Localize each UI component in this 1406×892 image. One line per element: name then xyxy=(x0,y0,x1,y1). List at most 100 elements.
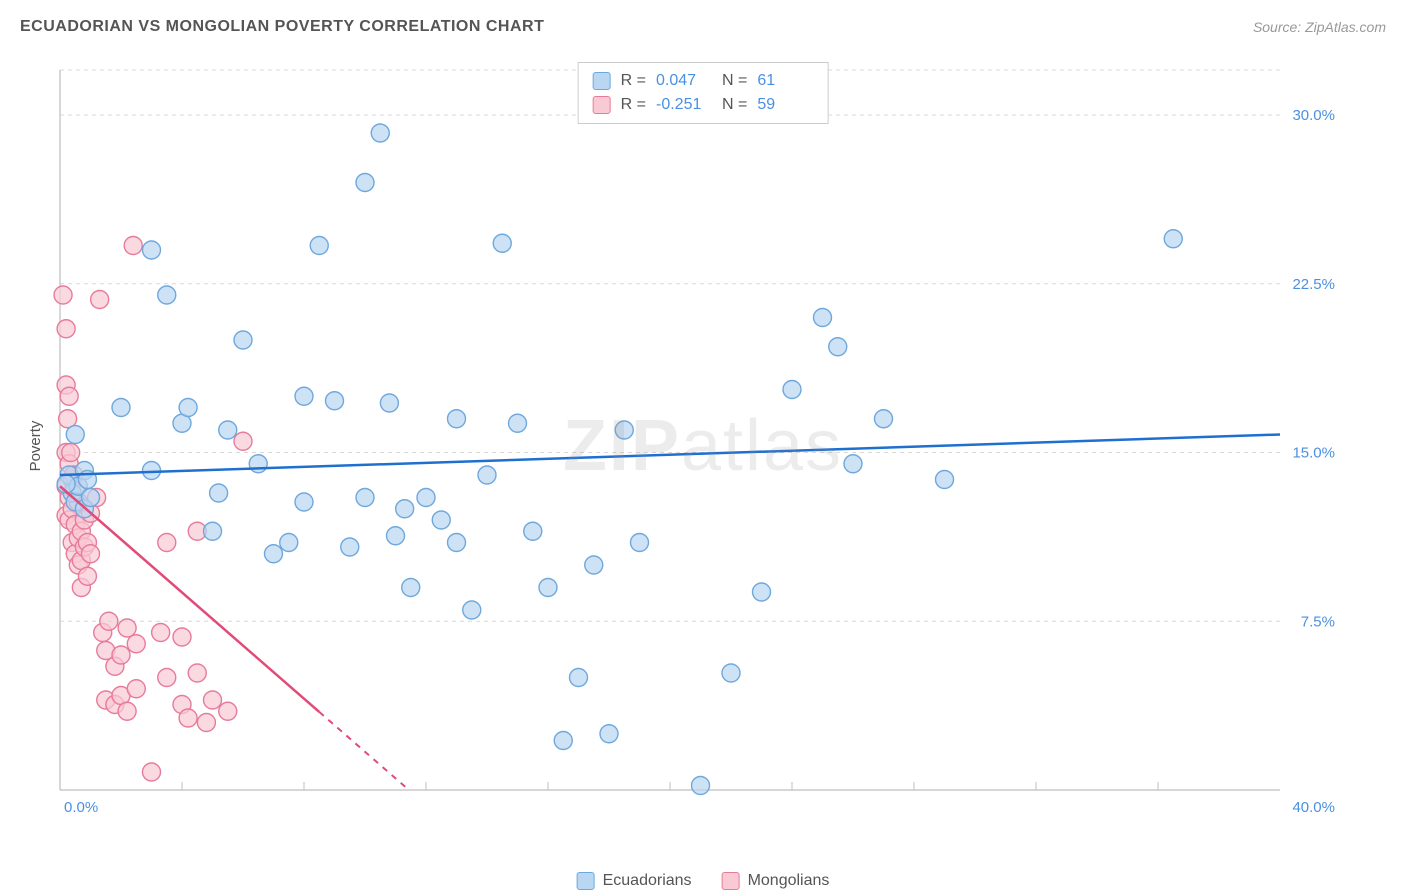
data-point xyxy=(402,579,420,597)
data-point xyxy=(197,714,215,732)
y-tick-label: 30.0% xyxy=(1292,107,1335,124)
data-point xyxy=(82,489,100,507)
x-tick-label: 40.0% xyxy=(1292,799,1335,816)
data-point xyxy=(478,466,496,484)
data-point xyxy=(158,286,176,304)
data-point xyxy=(62,444,80,462)
data-point xyxy=(380,394,398,412)
header: ECUADORIAN VS MONGOLIAN POVERTY CORRELAT… xyxy=(20,18,1386,36)
chart-title: ECUADORIAN VS MONGOLIAN POVERTY CORRELAT… xyxy=(20,18,544,36)
data-point xyxy=(396,500,414,518)
data-point xyxy=(118,619,136,637)
data-point xyxy=(188,664,206,682)
data-point xyxy=(631,534,649,552)
data-point xyxy=(356,489,374,507)
data-point xyxy=(814,309,832,327)
data-point xyxy=(448,534,466,552)
y-tick-label: 15.0% xyxy=(1292,445,1335,462)
data-point xyxy=(57,320,75,338)
data-point xyxy=(60,387,78,405)
data-point xyxy=(326,392,344,410)
data-point xyxy=(219,421,237,439)
data-point xyxy=(158,534,176,552)
stats-row: R = -0.251 N = 59 xyxy=(593,93,814,117)
legend-item: Ecuadorians xyxy=(577,872,692,890)
data-point xyxy=(570,669,588,687)
scatter-plot: 7.5%15.0%22.5%30.0%0.0%40.0% xyxy=(50,60,1350,830)
data-point xyxy=(210,484,228,502)
y-tick-label: 22.5% xyxy=(1292,276,1335,293)
r-label: R = xyxy=(621,69,646,93)
data-point xyxy=(341,538,359,556)
n-label: N = xyxy=(722,69,747,93)
data-point xyxy=(615,421,633,439)
legend-item: Mongolians xyxy=(722,872,830,890)
data-point xyxy=(844,455,862,473)
data-point xyxy=(692,777,710,795)
data-point xyxy=(78,567,96,585)
data-point xyxy=(143,241,161,259)
data-point xyxy=(82,545,100,563)
data-point xyxy=(936,471,954,489)
data-point xyxy=(234,331,252,349)
data-point xyxy=(173,628,191,646)
y-axis-label: Poverty xyxy=(27,421,44,472)
data-point xyxy=(280,534,298,552)
data-point xyxy=(158,669,176,687)
data-point xyxy=(509,414,527,432)
data-point xyxy=(875,410,893,428)
data-point xyxy=(152,624,170,642)
n-value: 61 xyxy=(757,69,813,93)
data-point xyxy=(204,691,222,709)
legend-label: Ecuadorians xyxy=(603,872,692,890)
r-value: -0.251 xyxy=(656,93,712,117)
data-point xyxy=(493,234,511,252)
data-point xyxy=(66,426,84,444)
data-point xyxy=(265,545,283,563)
data-point xyxy=(722,664,740,682)
data-point xyxy=(127,635,145,653)
data-point xyxy=(219,702,237,720)
source-label: Source: ZipAtlas.com xyxy=(1253,19,1386,35)
data-point xyxy=(371,124,389,142)
data-point xyxy=(54,286,72,304)
data-point xyxy=(112,399,130,417)
legend-label: Mongolians xyxy=(748,872,830,890)
data-point xyxy=(600,725,618,743)
data-point xyxy=(143,462,161,480)
data-point xyxy=(356,174,374,192)
series-swatch xyxy=(577,872,595,890)
r-label: R = xyxy=(621,93,646,117)
series-swatch xyxy=(722,872,740,890)
data-point xyxy=(127,680,145,698)
data-point xyxy=(783,381,801,399)
series-swatch xyxy=(593,96,611,114)
series-swatch xyxy=(593,72,611,90)
data-point xyxy=(417,489,435,507)
data-point xyxy=(179,399,197,417)
data-point xyxy=(179,709,197,727)
data-point xyxy=(554,732,572,750)
data-point xyxy=(112,646,130,664)
data-point xyxy=(463,601,481,619)
trend-line-dashed xyxy=(319,712,409,790)
y-tick-label: 7.5% xyxy=(1301,613,1335,630)
data-point xyxy=(1164,230,1182,248)
data-point xyxy=(249,455,267,473)
data-point xyxy=(753,583,771,601)
n-label: N = xyxy=(722,93,747,117)
data-point xyxy=(100,612,118,630)
data-point xyxy=(524,522,542,540)
n-value: 59 xyxy=(757,93,813,117)
data-point xyxy=(204,522,222,540)
stats-box: R = 0.047 N = 61 R = -0.251 N = 59 xyxy=(578,62,829,124)
data-point xyxy=(432,511,450,529)
data-point xyxy=(448,410,466,428)
r-value: 0.047 xyxy=(656,69,712,93)
data-point xyxy=(539,579,557,597)
legend: Ecuadorians Mongolians xyxy=(577,872,830,890)
data-point xyxy=(234,432,252,450)
data-point xyxy=(143,763,161,781)
data-point xyxy=(387,527,405,545)
data-point xyxy=(91,291,109,309)
